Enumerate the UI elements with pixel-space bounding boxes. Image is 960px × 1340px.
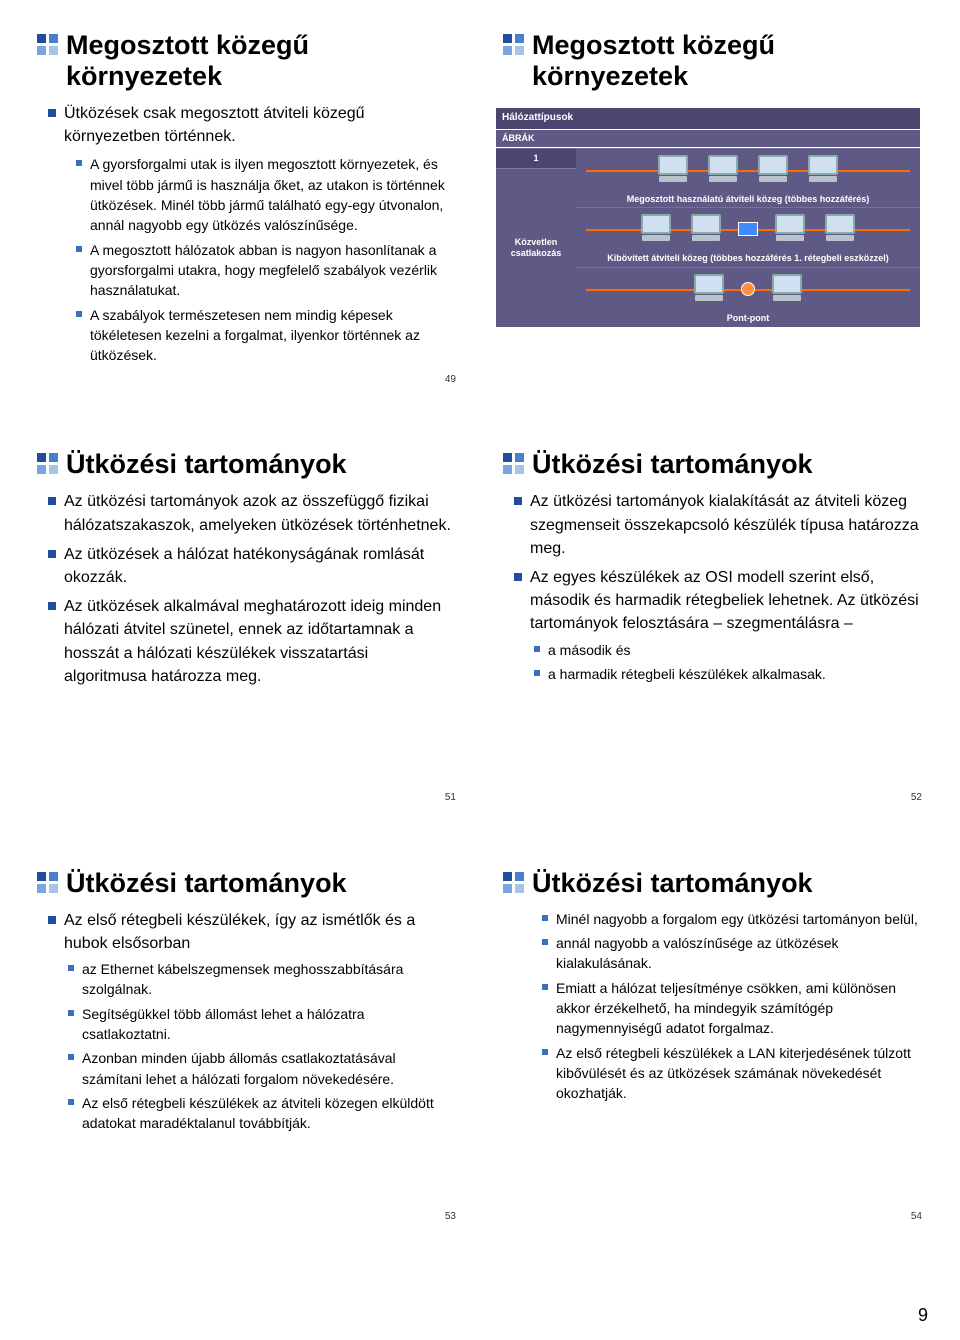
list-item: Azonban minden újabb állomás csatlakozta… bbox=[64, 1048, 454, 1089]
bullet-list: Az első rétegbeli készülékek, így az ism… bbox=[44, 909, 454, 1134]
slide-number: 54 bbox=[911, 1210, 922, 1225]
list-item: Az első rétegbeli készülékek a LAN kiter… bbox=[538, 1043, 920, 1104]
title-wrap: Ütközési tartományok bbox=[28, 449, 454, 480]
slide-50: Megosztott közegű környezetek Hálózattíp… bbox=[490, 14, 936, 393]
diagram-left-label: 1 bbox=[496, 148, 576, 168]
title-icon bbox=[28, 30, 66, 55]
diagram-body: 1 Közvetlen csatlakozás Megosztott haszn… bbox=[496, 148, 920, 327]
title-wrap: Megosztott közegű környezetek bbox=[494, 30, 920, 92]
list-item: Minél nagyobb a forgalom egy ütközési ta… bbox=[538, 909, 920, 929]
title-wrap: Ütközési tartományok bbox=[28, 868, 454, 899]
bullet-sublist: Minél nagyobb a forgalom egy ütközési ta… bbox=[538, 909, 920, 1104]
bullet-list: Az ütközési tartományok azok az összefüg… bbox=[44, 490, 454, 688]
list-item: a harmadik rétegbeli készülékek alkalmas… bbox=[530, 664, 920, 684]
slide-number: 52 bbox=[911, 791, 922, 806]
slide-grid: Megosztott közegű környezetek Ütközések … bbox=[0, 0, 960, 1290]
computer-icon bbox=[755, 155, 791, 185]
list-item: Emiatt a hálózat teljesítménye csökken, … bbox=[538, 978, 920, 1039]
list-item: Az egyes készülékek az OSI modell szerin… bbox=[510, 566, 920, 684]
slide-content: Minél nagyobb a forgalom egy ütközési ta… bbox=[494, 909, 920, 1104]
computer-icon bbox=[655, 155, 691, 185]
computer-icon bbox=[688, 214, 724, 244]
list-item: A megosztott hálózatok abban is nagyon h… bbox=[72, 240, 454, 301]
diagram-header: Hálózattípusok bbox=[496, 108, 920, 130]
list-item: Az ütközési tartományok kialakítását az … bbox=[510, 490, 920, 560]
title-icon bbox=[494, 30, 532, 55]
computer-icon bbox=[638, 214, 674, 244]
list-item-text: Az egyes készülékek az OSI modell szerin… bbox=[530, 569, 919, 632]
title-wrap: Megosztott közegű környezetek bbox=[28, 30, 454, 92]
slide-53: Ütközési tartományok Az első rétegbeli k… bbox=[24, 852, 470, 1230]
list-item-text: Az első rétegbeli készülékek, így az ism… bbox=[64, 912, 415, 952]
slide-title: Ütközési tartományok bbox=[66, 868, 347, 899]
diagram-left-label: Közvetlen csatlakozás bbox=[496, 168, 576, 327]
title-icon bbox=[28, 449, 66, 474]
slide-content: Az ütközési tartományok azok az összefüg… bbox=[28, 490, 454, 688]
computer-icon bbox=[805, 155, 841, 185]
diagram-caption: Pont-pont bbox=[576, 310, 920, 327]
list-item: Segítségükkel több állomást lehet a háló… bbox=[64, 1004, 454, 1045]
list-item: A gyorsforgalmi utak is ilyen megosztott… bbox=[72, 154, 454, 235]
computer-icon bbox=[822, 214, 858, 244]
diagram-left-col: 1 Közvetlen csatlakozás bbox=[496, 148, 576, 327]
slide-content: Ütközések csak megosztott átviteli közeg… bbox=[28, 102, 454, 365]
title-icon bbox=[494, 449, 532, 474]
hub-icon bbox=[738, 222, 758, 236]
diagram-right-col: Megosztott használatú átviteli közeg (tö… bbox=[576, 148, 920, 327]
bullet-sublist: A gyorsforgalmi utak is ilyen megosztott… bbox=[72, 154, 454, 365]
slide-content: Az első rétegbeli készülékek, így az ism… bbox=[28, 909, 454, 1134]
diagram-caption: Kibövített átviteli közeg (többes hozzáf… bbox=[576, 250, 920, 267]
slide-number: 49 bbox=[445, 373, 456, 388]
title-wrap: Ütközési tartományok bbox=[494, 868, 920, 899]
diagram-row bbox=[576, 148, 920, 191]
slide-title: Ütközési tartományok bbox=[532, 868, 813, 899]
list-item: Az első rétegbeli készülékek az átviteli… bbox=[64, 1093, 454, 1134]
title-icon bbox=[494, 868, 532, 893]
slide-54: Ütközési tartományok Minél nagyobb a for… bbox=[490, 852, 936, 1230]
computer-icon bbox=[691, 274, 727, 304]
title-icon bbox=[28, 868, 66, 893]
slide-49: Megosztott közegű környezetek Ütközések … bbox=[24, 14, 470, 393]
slide-title: Megosztott közegű környezetek bbox=[66, 30, 454, 92]
list-item: Az ütközések alkalmával meghatározott id… bbox=[44, 595, 454, 688]
slide-title: Ütközési tartományok bbox=[66, 449, 347, 480]
list-item: a második és bbox=[530, 640, 920, 660]
slide-content: Az ütközési tartományok kialakítását az … bbox=[494, 490, 920, 684]
list-item: annál nagyobb a valószínűsége az ütközés… bbox=[538, 933, 920, 974]
slide-52: Ütközési tartományok Az ütközési tartomá… bbox=[490, 433, 936, 811]
slide-title: Megosztott közegű környezetek bbox=[532, 30, 920, 92]
network-diagram: Hálózattípusok ÁBRÁK 1 Közvetlen csatlak… bbox=[494, 102, 920, 327]
diagram-row bbox=[576, 267, 920, 310]
slide-51: Ütközési tartományok Az ütközési tartomá… bbox=[24, 433, 470, 811]
bullet-sublist: a második és a harmadik rétegbeli készül… bbox=[530, 640, 920, 685]
slide-number: 53 bbox=[445, 1210, 456, 1225]
slide-number: 51 bbox=[445, 791, 456, 806]
bullet-list: Az ütközési tartományok kialakítását az … bbox=[510, 490, 920, 684]
bullet-sublist: az Ethernet kábelszegmensek meghosszabbí… bbox=[64, 959, 454, 1133]
computer-icon bbox=[705, 155, 741, 185]
list-item: az Ethernet kábelszegmensek meghosszabbí… bbox=[64, 959, 454, 1000]
list-item: Az ütközési tartományok azok az összefüg… bbox=[44, 490, 454, 536]
computer-icon bbox=[769, 274, 805, 304]
point-icon bbox=[741, 282, 755, 296]
computer-icon bbox=[772, 214, 808, 244]
bullet-list: Ütközések csak megosztott átviteli közeg… bbox=[44, 102, 454, 148]
diagram-row bbox=[576, 207, 920, 250]
list-item: A szabályok természetesen nem mindig kép… bbox=[72, 305, 454, 366]
diagram-caption: Megosztott használatú átviteli közeg (tö… bbox=[576, 191, 920, 208]
list-item: Az ütközések a hálózat hatékonyságának r… bbox=[44, 543, 454, 589]
slide-title: Ütközési tartományok bbox=[532, 449, 813, 480]
page-number: 9 bbox=[918, 1305, 928, 1326]
title-wrap: Ütközési tartományok bbox=[494, 449, 920, 480]
diagram-subheader: ÁBRÁK bbox=[496, 130, 920, 148]
list-item: Az első rétegbeli készülékek, így az ism… bbox=[44, 909, 454, 1134]
list-item: Ütközések csak megosztott átviteli közeg… bbox=[44, 102, 454, 148]
